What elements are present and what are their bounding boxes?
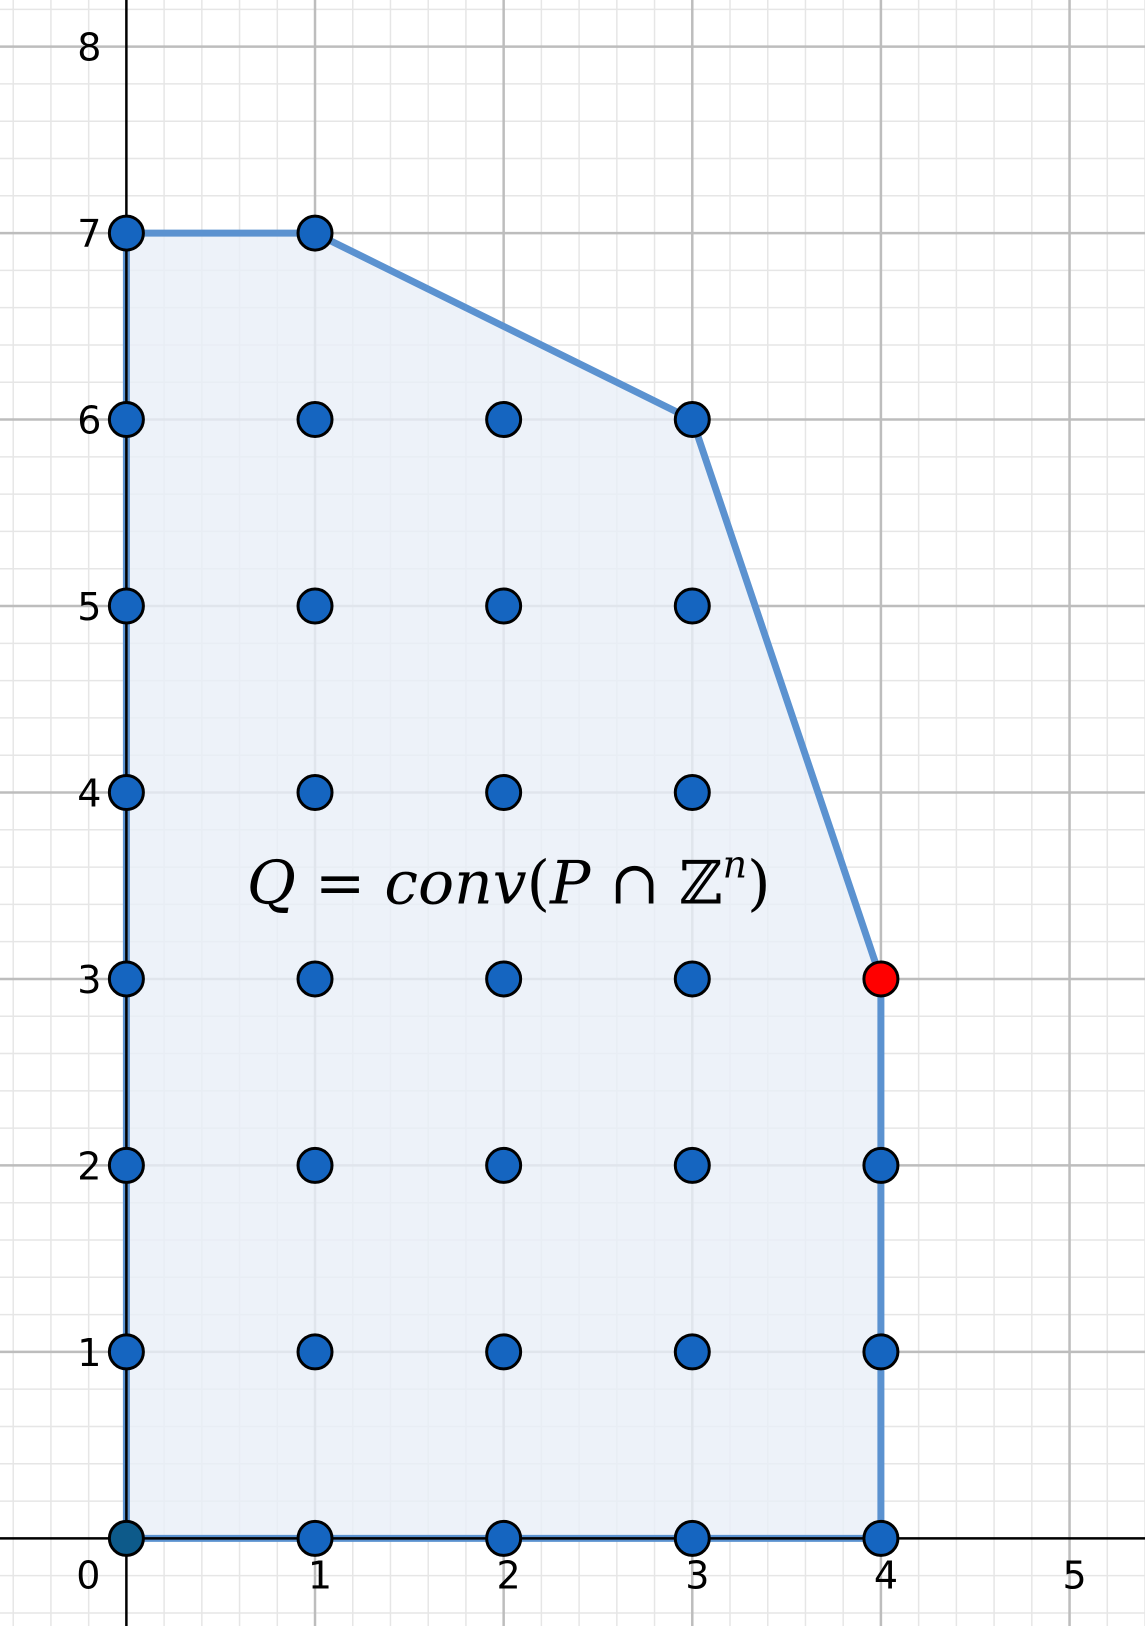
lattice-point xyxy=(673,773,711,811)
lattice-point xyxy=(485,773,523,811)
lattice-point xyxy=(673,401,711,439)
y-tick-label: 2 xyxy=(77,1144,101,1188)
region-fill xyxy=(126,233,881,1539)
lattice-point xyxy=(107,1333,145,1371)
x-tick-label: 3 xyxy=(685,1553,709,1597)
lattice-point xyxy=(296,214,334,252)
lattice-point xyxy=(485,960,523,998)
lattice-point xyxy=(673,1146,711,1184)
lattice-point xyxy=(296,401,334,439)
lattice-point xyxy=(107,401,145,439)
formula-open-paren: ( xyxy=(527,849,550,919)
y-tick-label: 7 xyxy=(77,212,101,256)
region-formula-label: Q = conv(P ∩ ℤn) xyxy=(247,843,771,919)
y-tick-label: 1 xyxy=(77,1331,101,1375)
lattice-point xyxy=(485,1146,523,1184)
lattice-point xyxy=(296,587,334,625)
lattice-point xyxy=(862,1333,900,1371)
lattice-point xyxy=(485,587,523,625)
lattice-points xyxy=(107,214,900,1557)
x-tick-label: 1 xyxy=(308,1553,332,1597)
x-tick-label: 0 xyxy=(76,1553,100,1597)
lattice-point xyxy=(107,214,145,252)
formula-exponent-n: n xyxy=(723,843,747,887)
lattice-point xyxy=(107,960,145,998)
formula-p: P xyxy=(549,849,592,919)
y-tick-label: 6 xyxy=(77,399,101,443)
lattice-point xyxy=(107,1519,145,1557)
lattice-point xyxy=(296,1333,334,1371)
y-tick-label: 5 xyxy=(77,585,101,629)
lattice-point xyxy=(296,1146,334,1184)
formula-q: Q xyxy=(247,849,296,919)
lattice-point xyxy=(673,1333,711,1371)
lattice-point xyxy=(296,773,334,811)
formula-conv: conv xyxy=(384,849,526,919)
highlighted-lattice-point xyxy=(862,960,900,998)
formula-intersection: ∩ xyxy=(590,849,678,919)
lattice-point xyxy=(673,587,711,625)
formula-close-paren: ) xyxy=(747,849,770,919)
lattice-point xyxy=(485,1333,523,1371)
lattice-point xyxy=(862,1146,900,1184)
tick-labels: 0 1 2 3 4 5 1 2 3 4 5 6 7 8 xyxy=(76,26,1086,1598)
y-tick-label: 4 xyxy=(77,771,101,815)
lattice-point xyxy=(673,1519,711,1557)
lattice-point xyxy=(107,773,145,811)
lattice-point xyxy=(673,960,711,998)
y-tick-label: 3 xyxy=(77,958,101,1002)
lattice-point xyxy=(862,1519,900,1557)
x-tick-label: 2 xyxy=(497,1553,521,1597)
lattice-point xyxy=(485,1519,523,1557)
x-tick-label: 5 xyxy=(1062,1553,1086,1597)
lattice-point xyxy=(485,401,523,439)
lattice-point xyxy=(107,1146,145,1184)
formula-equals: = xyxy=(296,849,384,919)
lattice-point xyxy=(296,960,334,998)
x-tick-label: 4 xyxy=(874,1553,898,1597)
formula-integers: ℤ xyxy=(679,849,723,919)
y-tick-label: 8 xyxy=(77,26,101,70)
lattice-point xyxy=(296,1519,334,1557)
lattice-point xyxy=(107,587,145,625)
